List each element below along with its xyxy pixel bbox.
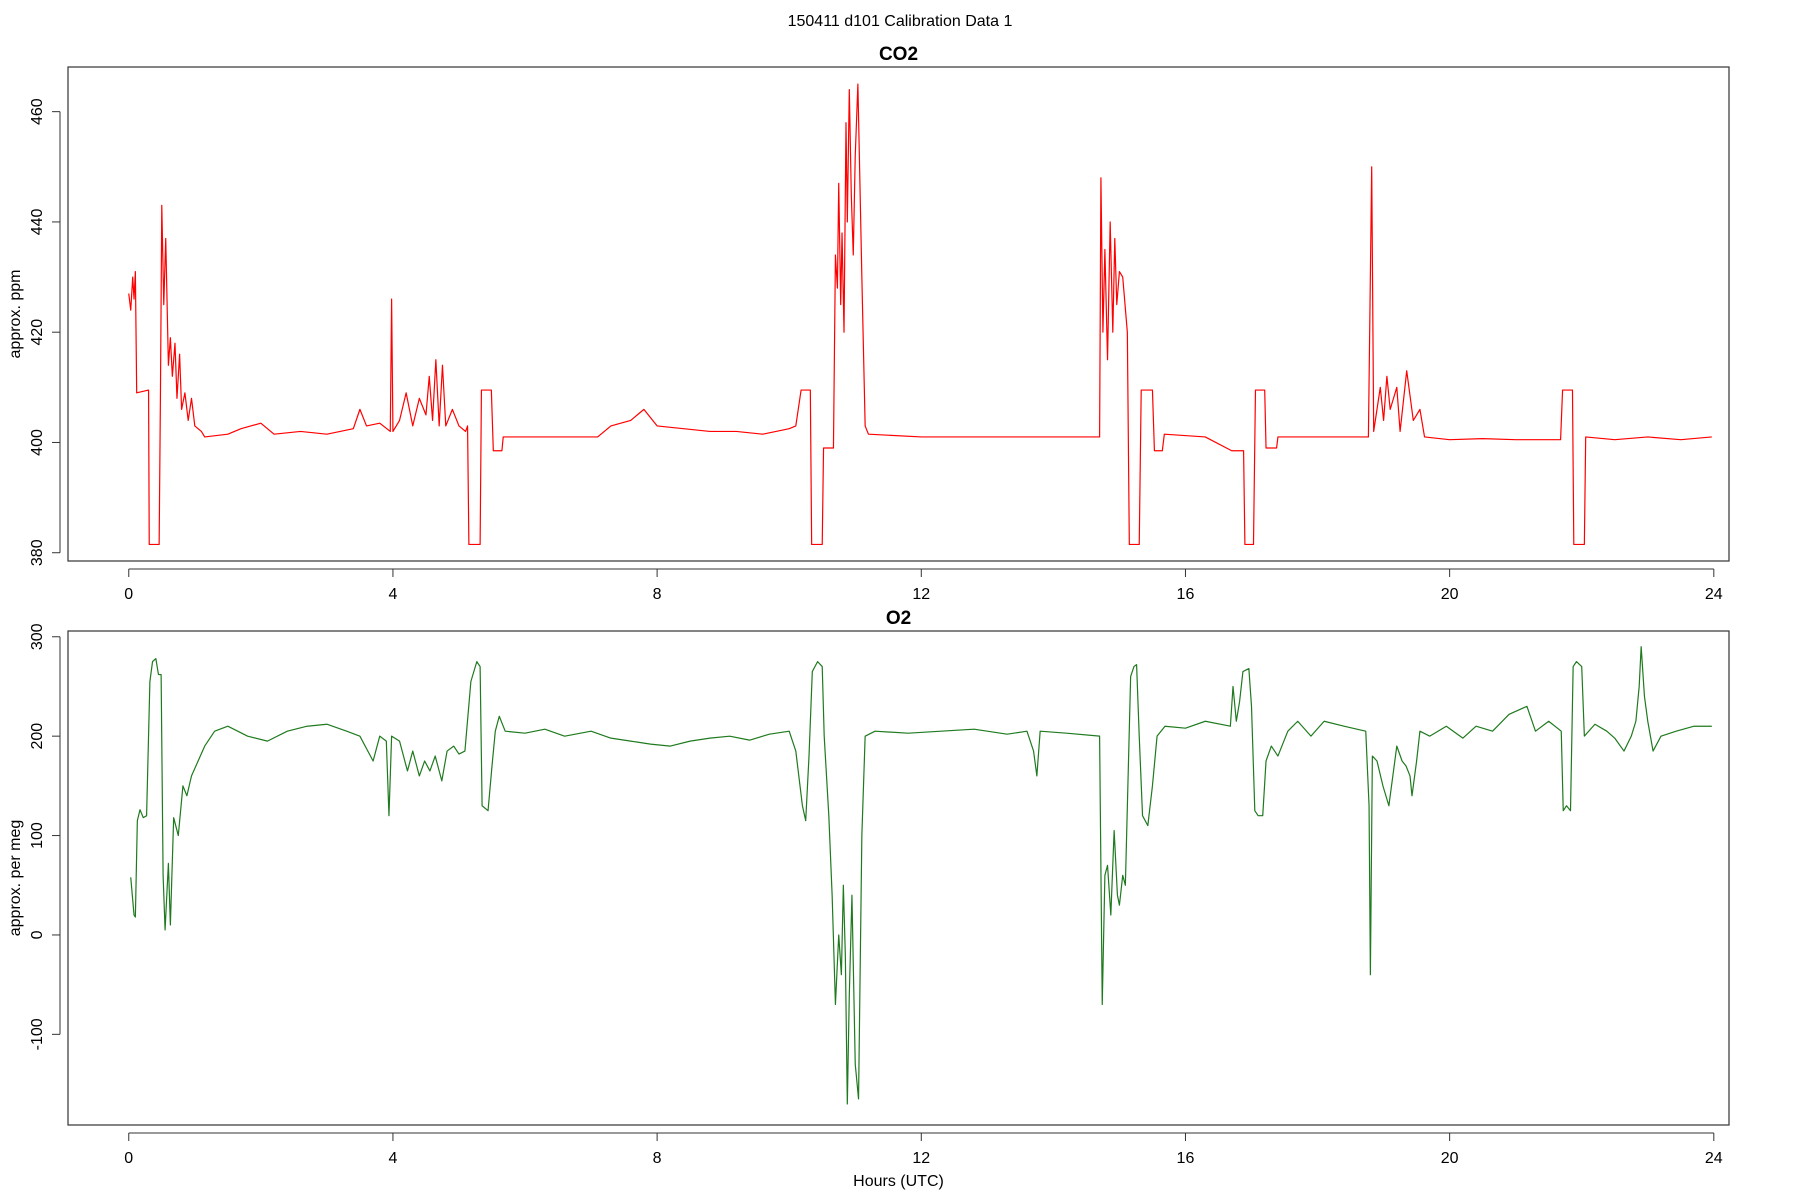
x-tick-label: 0 xyxy=(124,1150,133,1167)
y-tick-label: 440 xyxy=(29,208,46,235)
x-tick-label: 20 xyxy=(1441,1150,1459,1167)
x-tick-label: 24 xyxy=(1705,1150,1723,1167)
y-tick-label: 420 xyxy=(29,319,46,346)
x-tick-label: 24 xyxy=(1705,586,1723,603)
x-axis-label: Hours (UTC) xyxy=(853,1173,944,1190)
x-tick-label: 4 xyxy=(388,1150,397,1167)
y-tick-label: 380 xyxy=(29,539,46,566)
y-axis-label: approx. ppm xyxy=(7,270,24,359)
y-tick-label: 460 xyxy=(29,98,46,125)
x-tick-label: 0 xyxy=(124,586,133,603)
x-tick-label: 8 xyxy=(653,1150,662,1167)
x-tick-label: 8 xyxy=(653,586,662,603)
plot-frame xyxy=(67,66,1730,562)
plot-frame xyxy=(67,630,1730,1126)
y-tick-label: 200 xyxy=(29,723,46,750)
y-tick-label: 100 xyxy=(29,822,46,849)
data-line xyxy=(128,83,1712,546)
page-title: 150411 d101 Calibration Data 1 xyxy=(788,13,1013,30)
chart-title: O2 xyxy=(886,608,911,629)
y-tick-label: 400 xyxy=(29,429,46,456)
chart-title: CO2 xyxy=(879,44,918,65)
x-tick-label: 12 xyxy=(912,586,930,603)
data-line xyxy=(130,646,1712,1105)
x-tick-label: 16 xyxy=(1177,586,1195,603)
y-tick-label: 300 xyxy=(29,623,46,650)
x-tick-label: 12 xyxy=(912,1150,930,1167)
y-tick-label: 0 xyxy=(29,930,46,939)
x-tick-label: 4 xyxy=(388,586,397,603)
y-axis-label: approx. per meg xyxy=(7,820,24,937)
x-tick-label: 16 xyxy=(1177,1150,1195,1167)
x-tick-label: 20 xyxy=(1441,586,1459,603)
y-tick-label: -100 xyxy=(29,1018,46,1050)
